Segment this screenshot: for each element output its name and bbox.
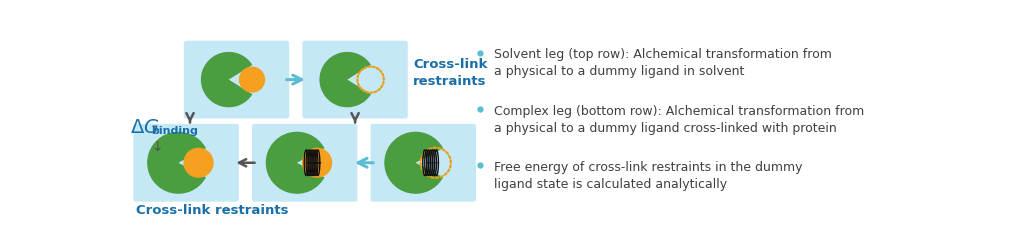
FancyBboxPatch shape	[252, 124, 357, 202]
Text: Cross-link
restraints: Cross-link restraints	[414, 58, 487, 88]
Text: Complex leg (bottom row): Alchemical transformation from: Complex leg (bottom row): Alchemical tra…	[494, 105, 864, 118]
FancyBboxPatch shape	[183, 41, 289, 119]
Text: a physical to a dummy ligand in solvent: a physical to a dummy ligand in solvent	[494, 65, 744, 78]
Circle shape	[302, 148, 332, 178]
Text: binding: binding	[152, 126, 198, 136]
Circle shape	[239, 67, 265, 93]
Wedge shape	[147, 132, 206, 194]
Text: a physical to a dummy ligand cross-linked with protein: a physical to a dummy ligand cross-linke…	[494, 122, 837, 135]
FancyBboxPatch shape	[371, 124, 476, 202]
Text: Free energy of cross-link restraints in the dummy: Free energy of cross-link restraints in …	[494, 161, 802, 174]
Wedge shape	[265, 132, 325, 194]
Text: ligand state is calculated analytically: ligand state is calculated analytically	[494, 178, 727, 191]
Wedge shape	[319, 52, 371, 107]
Text: ↓: ↓	[152, 140, 163, 154]
Wedge shape	[384, 132, 443, 194]
Circle shape	[183, 148, 214, 178]
Wedge shape	[201, 52, 252, 107]
Text: Cross-link restraints: Cross-link restraints	[136, 204, 288, 217]
FancyBboxPatch shape	[133, 124, 239, 202]
Text: $\Delta G$: $\Delta G$	[130, 119, 159, 138]
FancyBboxPatch shape	[302, 41, 408, 119]
Text: Solvent leg (top row): Alchemical transformation from: Solvent leg (top row): Alchemical transf…	[494, 48, 831, 61]
